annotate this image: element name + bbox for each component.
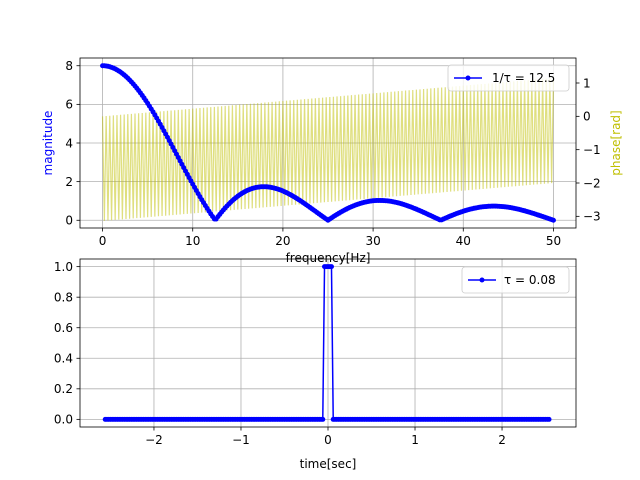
x-tick-label: 30 (365, 234, 380, 248)
data-point (320, 416, 326, 422)
pulse-series (102, 264, 552, 422)
phase-series (101, 77, 555, 221)
spectrum-y2-ticks: −3 −2 −1 0 1 (576, 76, 601, 224)
y2-tick-label: 0 (583, 110, 591, 124)
x-tick-label: 40 (456, 234, 471, 248)
x-tick-label: 2 (498, 433, 506, 447)
y-tick-label: 2 (65, 175, 73, 189)
x-tick-label: 1 (411, 433, 419, 447)
y-tick-label: 0.0 (54, 413, 73, 427)
spectrum-y2-axis-label: phase[rad] (609, 110, 623, 175)
pulse-legend-marker (479, 277, 485, 283)
y2-tick-label: −2 (583, 176, 601, 190)
y-tick-label: 1.0 (54, 260, 73, 274)
spectrum-x-axis-label: frequency[Hz] (286, 251, 371, 265)
spectrum-legend-label: 1/τ = 12.5 (492, 71, 555, 85)
spectrum-legend-box (447, 64, 570, 92)
y-tick-label: 0.2 (54, 382, 73, 396)
phase-line (101, 77, 555, 221)
x-tick-label: 0 (99, 234, 107, 248)
x-tick-label: −2 (145, 433, 163, 447)
pulse-legend: τ = 0.08 (461, 266, 570, 294)
magnitude-series (100, 63, 556, 223)
x-tick-label: 10 (185, 234, 200, 248)
x-tick-label: 0 (324, 433, 332, 447)
y2-tick-label: −1 (583, 143, 601, 157)
spectrum-legend: 1/τ = 12.5 (447, 64, 570, 92)
pulse-chart: −2 −1 0 1 2 0.0 0.2 0.4 0.6 0.8 1.0 time[sec] τ =… (54, 258, 577, 471)
pulse-legend-label: τ = 0.08 (504, 273, 556, 287)
data-point (546, 416, 552, 422)
spectrum-x-ticks: 0 10 20 30 40 50 (99, 228, 561, 248)
y-tick-label: 6 (65, 98, 73, 112)
pulse-x-ticks: −2 −1 0 1 2 (145, 427, 506, 447)
x-tick-label: 20 (275, 234, 290, 248)
y-tick-label: 8 (65, 59, 73, 73)
y-tick-label: 0 (65, 214, 73, 228)
pulse-x-axis-label: time[sec] (300, 457, 357, 471)
spectrum-chart: 0 10 20 30 40 50 0 2 4 6 8 −3 −2 −1 0 1 frequency[Hz]… (41, 57, 623, 265)
y2-tick-label: 1 (583, 76, 591, 90)
pulse-legend-box (461, 266, 570, 294)
spectrum-legend-marker (465, 75, 471, 81)
spectrum-y-ticks: 0 2 4 6 8 (65, 59, 80, 228)
data-point (550, 217, 556, 223)
data-point (328, 264, 334, 270)
y-tick-label: 0.4 (54, 352, 73, 366)
y-tick-label: 4 (65, 136, 73, 150)
x-tick-label: −1 (232, 433, 250, 447)
spectrum-y-axis-label: magnitude (41, 111, 55, 176)
y-tick-label: 0.6 (54, 321, 73, 335)
y2-tick-label: −3 (583, 210, 601, 224)
y-tick-label: 0.8 (54, 290, 73, 304)
x-tick-label: 50 (546, 234, 561, 248)
pulse-y-ticks: 0.0 0.2 0.4 0.6 0.8 1.0 (54, 260, 80, 427)
